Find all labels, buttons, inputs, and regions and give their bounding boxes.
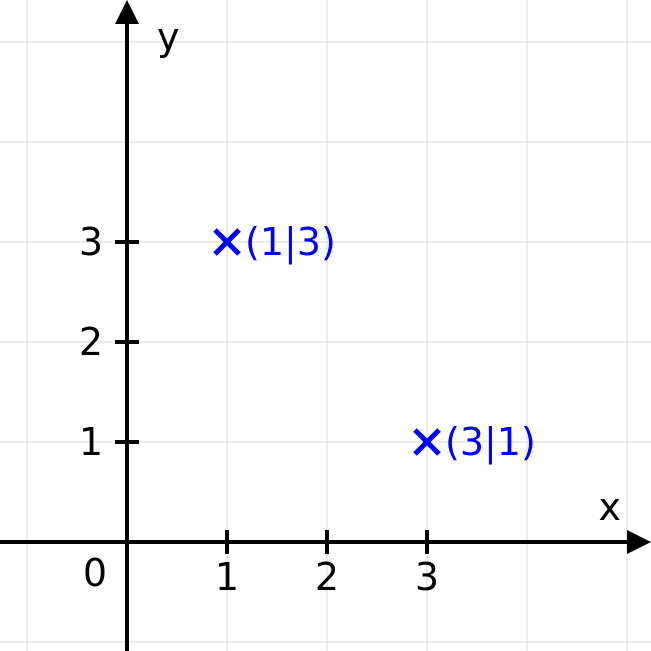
y-axis-arrow-icon bbox=[115, 0, 139, 24]
x-tick-label: 1 bbox=[215, 555, 239, 599]
y-tick-label: 1 bbox=[79, 420, 103, 464]
origin-label: 0 bbox=[83, 551, 107, 595]
point-label: (3|1) bbox=[445, 420, 536, 465]
y-tick-label: 2 bbox=[79, 320, 103, 364]
y-tick-label: 3 bbox=[79, 220, 103, 264]
x-tick-label: 2 bbox=[315, 555, 339, 599]
point-label: (1|3) bbox=[245, 220, 336, 265]
x-axis-label: x bbox=[599, 485, 622, 529]
coordinate-plane: 1 2 3 1 2 3 0 x y (1|3) (3|1) bbox=[0, 0, 651, 651]
x-tick-label: 3 bbox=[415, 555, 439, 599]
y-axis-label: y bbox=[157, 15, 180, 59]
x-axis-arrow-icon bbox=[627, 530, 651, 554]
